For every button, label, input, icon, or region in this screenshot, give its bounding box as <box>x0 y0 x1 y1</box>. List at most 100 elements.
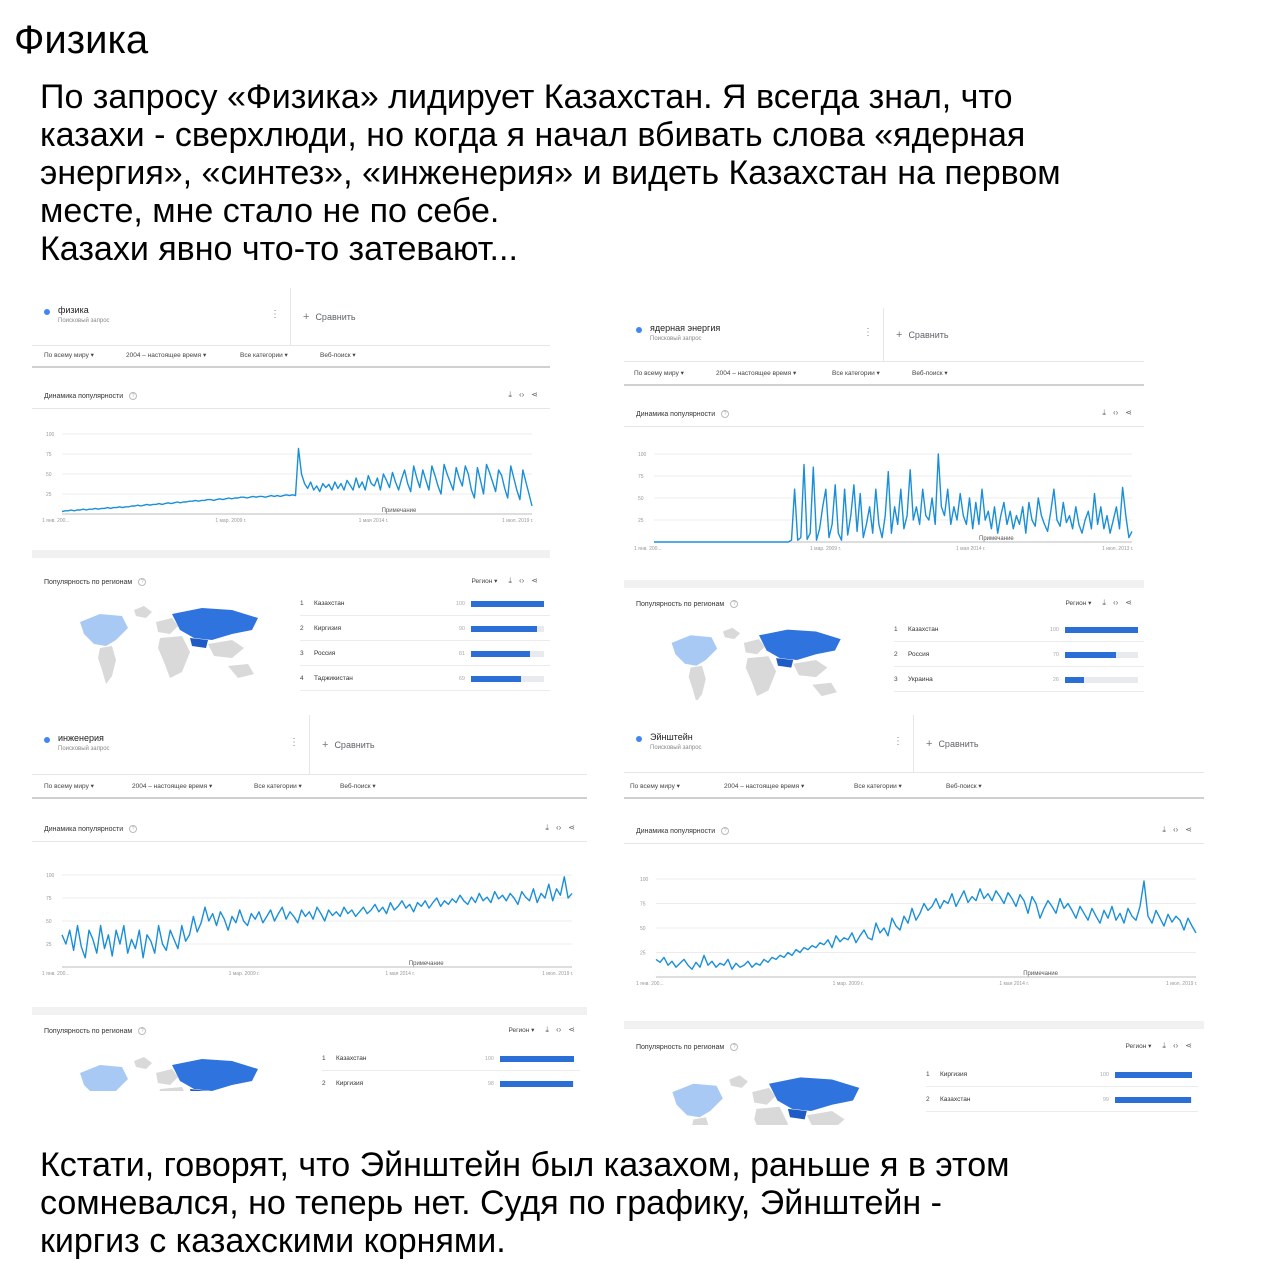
x-tick-label: 1 мая 2014 г. <box>385 971 415 977</box>
embed-icon[interactable]: ‹› <box>1112 598 1119 607</box>
search-term-type: Поисковый запрос <box>650 745 702 751</box>
search-term-type: Поисковый запрос <box>58 746 110 752</box>
help-icon[interactable]: ? <box>129 392 138 400</box>
download-icon[interactable]: ⤓ <box>1162 825 1166 834</box>
help-icon[interactable]: ? <box>129 825 138 833</box>
help-icon[interactable]: ? <box>138 578 147 586</box>
download-icon[interactable]: ⤓ <box>1162 1041 1166 1050</box>
region-row[interactable]: 1 Казахстан 100 <box>322 1047 580 1071</box>
share-icon[interactable]: ⋖ <box>531 576 538 585</box>
share-icon[interactable]: ⋖ <box>1185 1041 1192 1050</box>
region-rank: 4 <box>300 675 304 682</box>
region-row[interactable]: 1 Казахстан 100 <box>894 618 1144 642</box>
filter-dropdown[interactable]: Веб-поиск ▾ <box>912 370 948 377</box>
filter-dropdown[interactable]: 2004 – настоящее время ▾ <box>132 783 213 790</box>
region-row[interactable]: 2 Киргизия 98 <box>322 1072 580 1095</box>
download-icon[interactable]: ⤓ <box>545 823 549 832</box>
embed-icon[interactable]: ‹› <box>518 576 525 585</box>
filter-dropdown[interactable]: По всему миру ▾ <box>634 370 684 377</box>
share-icon[interactable]: ⋖ <box>531 390 538 399</box>
region-row[interactable]: 4 Таджикистан 69 <box>300 667 550 691</box>
region-name: Казахстан <box>314 600 345 607</box>
filter-dropdown[interactable]: Все категории ▾ <box>854 783 902 790</box>
filter-dropdown[interactable]: Все категории ▾ <box>832 370 880 377</box>
world-map[interactable] <box>664 622 854 700</box>
search-term-box[interactable]: физика Поисковый запрос ⋮ <box>32 288 291 345</box>
region-row[interactable]: 2 Киргизия 90 <box>300 617 550 641</box>
embed-icon[interactable]: ‹› <box>1172 1041 1179 1050</box>
embed-icon[interactable]: ‹› <box>1172 825 1179 834</box>
region-name: Россия <box>908 651 930 658</box>
filter-dropdown[interactable]: Все категории ▾ <box>240 352 288 359</box>
region-select-dropdown[interactable]: Регион ▾ <box>1125 1043 1152 1050</box>
filter-dropdown[interactable]: По всему миру ▾ <box>630 783 680 790</box>
download-icon[interactable]: ⤓ <box>508 390 512 399</box>
share-icon[interactable]: ⋖ <box>1125 408 1132 417</box>
more-options-icon[interactable]: ⋮ <box>863 327 873 338</box>
search-term-box[interactable]: ядерная энергия Поисковый запрос ⋮ <box>624 308 884 361</box>
search-term-type: Поисковый запрос <box>58 318 110 324</box>
filter-dropdown[interactable]: 2004 – настоящее время ▾ <box>716 370 797 377</box>
help-icon[interactable]: ? <box>138 1027 147 1035</box>
filter-dropdown[interactable]: Веб-поиск ▾ <box>340 783 376 790</box>
world-map[interactable] <box>72 1051 272 1091</box>
region-name: Киргизия <box>314 625 342 632</box>
compare-button[interactable]: + Сравнить <box>926 738 979 750</box>
download-icon[interactable]: ⤓ <box>508 576 512 585</box>
interest-by-region-title: Популярность по регионам? <box>44 1027 147 1035</box>
page-title: Физика <box>14 18 149 62</box>
filter-dropdown[interactable]: По всему миру ▾ <box>44 352 94 359</box>
embed-icon[interactable]: ‹› <box>555 1025 562 1034</box>
help-icon[interactable]: ? <box>721 410 730 418</box>
download-icon[interactable]: ⤓ <box>545 1025 549 1034</box>
filter-dropdown[interactable]: Веб-поиск ▾ <box>946 783 982 790</box>
more-options-icon[interactable]: ⋮ <box>893 736 903 747</box>
compare-button[interactable]: + Сравнить <box>303 311 356 323</box>
search-term-box[interactable]: Эйнштейн Поисковый запрос ⋮ <box>624 715 914 772</box>
compare-button[interactable]: + Сравнить <box>896 329 949 341</box>
region-list: 1 Казахстан 100 2 Россия 70 3 Украина 26 <box>894 618 1144 693</box>
region-select-dropdown[interactable]: Регион ▾ <box>1065 600 1092 607</box>
term-header: инженерия Поисковый запрос ⋮ + Сравнить <box>32 715 587 775</box>
region-select-dropdown[interactable]: Регион ▾ <box>508 1027 535 1034</box>
help-icon[interactable]: ? <box>721 827 730 835</box>
map-australia <box>228 664 254 678</box>
region-row[interactable]: 1 Киргизия 100 <box>926 1063 1198 1087</box>
share-icon[interactable]: ⋖ <box>1185 825 1192 834</box>
embed-icon[interactable]: ‹› <box>1112 408 1119 417</box>
x-tick-label: 1 янв. 200... <box>636 981 664 987</box>
region-row[interactable]: 2 Россия 70 <box>894 643 1144 667</box>
regions-title-text: Популярность по регионам <box>44 578 133 586</box>
more-options-icon[interactable]: ⋮ <box>270 309 280 320</box>
filter-dropdown[interactable]: По всему миру ▾ <box>44 783 94 790</box>
share-icon[interactable]: ⋖ <box>568 823 575 832</box>
region-row[interactable]: 3 Украина 26 <box>894 668 1144 692</box>
download-icon[interactable]: ⤓ <box>1102 408 1106 417</box>
region-bar-fill <box>1115 1072 1192 1078</box>
filter-dropdown[interactable]: Все категории ▾ <box>254 783 302 790</box>
embed-icon[interactable]: ‹› <box>555 823 562 832</box>
filter-dropdown[interactable]: 2004 – настоящее время ▾ <box>724 783 805 790</box>
share-icon[interactable]: ⋖ <box>1125 598 1132 607</box>
region-name: Киргизия <box>940 1071 968 1078</box>
compare-button[interactable]: + Сравнить <box>322 739 375 751</box>
world-map[interactable] <box>72 600 272 692</box>
search-term-box[interactable]: инженерия Поисковый запрос ⋮ <box>32 715 310 774</box>
share-icon[interactable]: ⋖ <box>568 1025 575 1034</box>
region-rank: 1 <box>926 1071 930 1078</box>
filter-dropdown[interactable]: 2004 – настоящее время ▾ <box>126 352 207 359</box>
region-row[interactable]: 1 Казахстан 100 <box>300 592 550 616</box>
world-map[interactable] <box>664 1069 874 1125</box>
region-row[interactable]: 3 Россия 81 <box>300 642 550 666</box>
embed-icon[interactable]: ‹› <box>518 390 525 399</box>
download-icon[interactable]: ⤓ <box>1102 598 1106 607</box>
region-rank: 1 <box>322 1055 326 1062</box>
help-icon[interactable]: ? <box>730 1043 739 1051</box>
more-options-icon[interactable]: ⋮ <box>289 737 299 748</box>
region-value: 69 <box>458 676 465 682</box>
help-icon[interactable]: ? <box>730 600 739 608</box>
region-row[interactable]: 2 Казахстан 99 <box>926 1088 1198 1112</box>
region-select-dropdown[interactable]: Регион ▾ <box>471 578 498 585</box>
trends-panel: физика Поисковый запрос ⋮ + Сравнить По всему… <box>32 288 550 693</box>
filter-dropdown[interactable]: Веб-поиск ▾ <box>320 352 356 359</box>
